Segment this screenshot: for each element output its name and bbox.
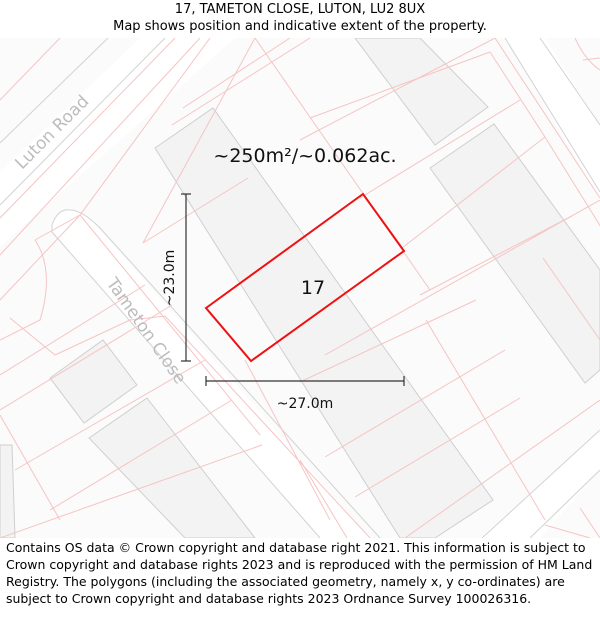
luton-road <box>0 38 235 247</box>
plot-number-label: 17 <box>301 277 325 299</box>
buildings <box>0 38 600 538</box>
map-header: 17, TAMETON CLOSE, LUTON, LU2 8UX Map sh… <box>0 0 600 38</box>
parcel-boundaries <box>0 38 600 538</box>
width-dimension-label: ~27.0m <box>277 396 334 412</box>
height-dimension-label: ~23.0m <box>162 250 178 307</box>
height-dimension-line <box>181 193 191 362</box>
bottom-right-road <box>480 429 600 538</box>
property-boundary[interactable] <box>204 192 406 363</box>
property-address-title: 17, TAMETON CLOSE, LUTON, LU2 8UX <box>174 2 426 17</box>
area-label: ~250m²/~0.062ac. <box>213 145 396 167</box>
width-dimension-line <box>205 376 405 386</box>
map-subtitle: Map shows position and indicative extent… <box>113 19 487 34</box>
copyright-notice: Contains OS data © Crown copyright and d… <box>6 540 593 606</box>
right-road <box>504 38 600 200</box>
property-map[interactable]: Luton Road Tameton Close ~250m²/~0.062ac… <box>0 38 600 538</box>
